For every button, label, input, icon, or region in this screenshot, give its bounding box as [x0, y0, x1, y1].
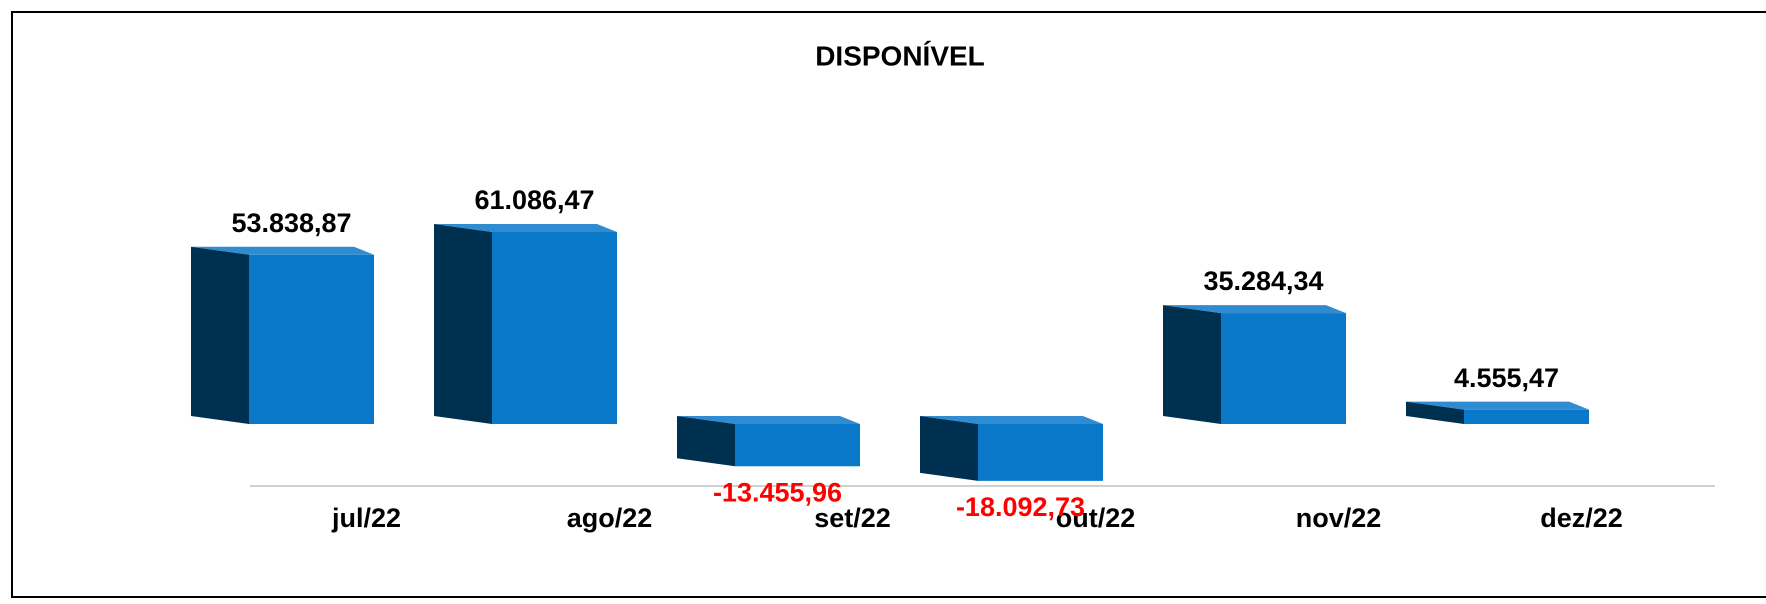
bar-side [677, 416, 735, 467]
value-label: -13.455,96 [713, 477, 842, 507]
x-tick-label: dez/22 [1540, 503, 1623, 533]
value-label: -18.092,73 [956, 492, 1085, 522]
bar-top [434, 224, 617, 232]
x-tick-label: ago/22 [567, 503, 653, 533]
value-label: 53.838,87 [231, 208, 351, 238]
bar-side [434, 224, 492, 424]
bar-side [191, 246, 249, 424]
value-label: 4.555,47 [1454, 363, 1559, 393]
bar-side [1406, 401, 1464, 424]
bar [492, 232, 617, 424]
bar-top [1406, 401, 1589, 410]
bar-top [677, 416, 860, 424]
bar [735, 424, 860, 467]
bar [249, 254, 374, 424]
bar-side [1163, 305, 1221, 424]
bar-top [1163, 305, 1346, 314]
bar-top [191, 246, 374, 255]
x-tick-label: out/22 [1056, 503, 1136, 533]
bar-side [920, 416, 978, 481]
x-tick-label: jul/22 [331, 503, 401, 533]
bar-top [920, 416, 1103, 424]
value-label: 61.086,47 [474, 185, 594, 215]
bar [1464, 409, 1589, 424]
x-tick-label: nov/22 [1296, 503, 1382, 533]
chart-title: DISPONÍVEL [815, 40, 985, 71]
x-tick-label: set/22 [814, 503, 891, 533]
bar [978, 424, 1103, 481]
value-label: 35.284,34 [1203, 266, 1323, 296]
bar [1221, 313, 1346, 424]
